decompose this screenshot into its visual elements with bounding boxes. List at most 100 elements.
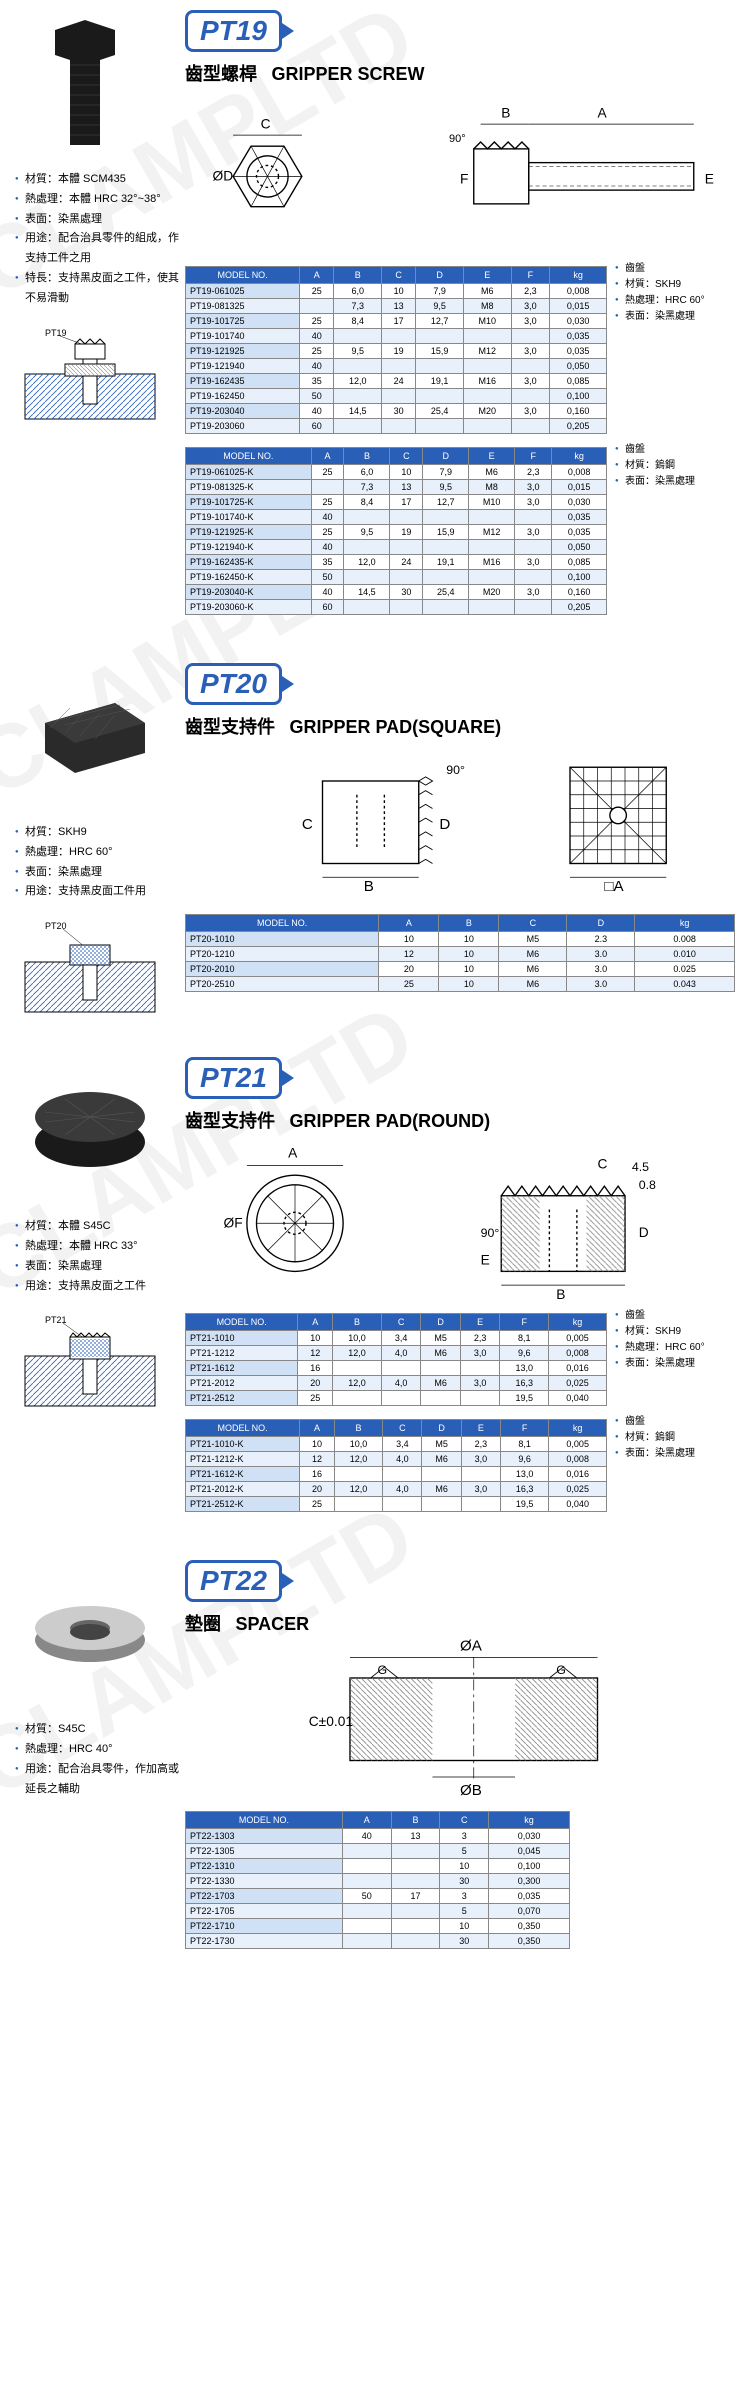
table-cell bbox=[421, 1391, 460, 1406]
table-cell: 19,1 bbox=[423, 555, 469, 570]
table-cell: 13 bbox=[382, 299, 416, 314]
note-item: 齒盤 bbox=[615, 261, 735, 277]
table-cell bbox=[391, 1874, 440, 1889]
table-cell: 12,0 bbox=[333, 1346, 382, 1361]
table-cell: M12 bbox=[469, 525, 515, 540]
table-row: PT19-203040-K4014,53025,4M203,00,160 bbox=[186, 585, 607, 600]
spec-item: 材質：SKH9 bbox=[15, 823, 185, 843]
section-pt21: 材質：本體 S45C熱處理：本體 HRC 33°表面：染黑處理用途：支持黑皮面之… bbox=[0, 1047, 750, 1550]
table-header: A bbox=[298, 1314, 333, 1331]
table-cell bbox=[390, 510, 423, 525]
svg-text:D: D bbox=[439, 816, 450, 833]
table-cell bbox=[423, 570, 469, 585]
tech-diagram-pt22: ØA ØB C±0.01 G G bbox=[185, 1651, 735, 1801]
table-header: MODEL NO. bbox=[186, 448, 312, 465]
table-cell: 0,035 bbox=[552, 510, 607, 525]
table-cell bbox=[416, 359, 464, 374]
table-cell: 25 bbox=[311, 525, 344, 540]
table-row: PT22-1730300,350 bbox=[186, 1934, 570, 1949]
table-row: PT20-12101210M63.00.010 bbox=[186, 947, 735, 962]
table-cell: 7,9 bbox=[423, 465, 469, 480]
table-header: C bbox=[383, 1420, 422, 1437]
table-cell: 3,0 bbox=[515, 495, 552, 510]
table-row: PT20-20102010M63.00.025 bbox=[186, 962, 735, 977]
table-cell: M8 bbox=[463, 299, 511, 314]
table-cell bbox=[423, 540, 469, 555]
table-cell bbox=[515, 510, 552, 525]
table-cell: PT21-1010-K bbox=[186, 1437, 300, 1452]
usage-diagram-pt21: PT21 bbox=[15, 1311, 165, 1411]
table-cell: 2.3 bbox=[567, 932, 635, 947]
table-header: kg bbox=[549, 1420, 607, 1437]
table-cell bbox=[334, 359, 382, 374]
table-row: PT21-2512-K2519,50,040 bbox=[186, 1497, 607, 1512]
table-header: C bbox=[381, 1314, 420, 1331]
table-cell: 0,015 bbox=[550, 299, 607, 314]
table-cell: 3,0 bbox=[515, 555, 552, 570]
table-cell: 17 bbox=[391, 1889, 440, 1904]
note-item: 表面：染黑處理 bbox=[615, 309, 735, 325]
table-cell: 0,008 bbox=[549, 1346, 607, 1361]
table-header: A bbox=[311, 448, 344, 465]
table-cell: 0,085 bbox=[550, 374, 607, 389]
table-cell: 0,030 bbox=[489, 1829, 570, 1844]
svg-text:G: G bbox=[378, 1663, 388, 1677]
table-cell: PT19-162450-K bbox=[186, 570, 312, 585]
note-item: 材質：鎢鋼 bbox=[615, 1430, 735, 1446]
table-cell bbox=[460, 1391, 499, 1406]
table-cell: PT19-121940-K bbox=[186, 540, 312, 555]
spec-item: 用途：支持黑皮面工件用 bbox=[15, 882, 185, 902]
table-cell bbox=[342, 1919, 391, 1934]
table-cell bbox=[391, 1919, 440, 1934]
table-cell bbox=[334, 1497, 382, 1512]
table-header: E bbox=[461, 1420, 500, 1437]
table-cell: 40 bbox=[300, 329, 334, 344]
table-cell: 3,4 bbox=[383, 1437, 422, 1452]
section-pt19: 材質：本體 SCM435熱處理：本體 HRC 32°~38°表面：染黑處理用途：… bbox=[0, 0, 750, 653]
table-cell: 19,1 bbox=[416, 374, 464, 389]
table-cell: 40 bbox=[311, 510, 344, 525]
table-cell: 6,0 bbox=[344, 465, 390, 480]
table-header: MODEL NO. bbox=[186, 267, 300, 284]
table-row: PT19-101740-K400,035 bbox=[186, 510, 607, 525]
notes-pt19-1: 齒盤材質：SKH9熱處理：HRC 60°表面：染黑處理 bbox=[615, 261, 735, 325]
table-cell: 60 bbox=[311, 600, 344, 615]
table-cell: 5 bbox=[440, 1844, 489, 1859]
note-item: 表面：染黑處理 bbox=[615, 474, 735, 490]
spec-item: 用途：配合治具零件，作加高或延長之輔助 bbox=[15, 1760, 185, 1800]
table-cell: 50 bbox=[342, 1889, 391, 1904]
specs-pt19: 材質：本體 SCM435熱處理：本體 HRC 32°~38°表面：染黑處理用途：… bbox=[15, 170, 185, 309]
table-cell: M5 bbox=[421, 1331, 460, 1346]
table-cell: 0,035 bbox=[489, 1889, 570, 1904]
table-header: D bbox=[422, 1420, 461, 1437]
table-cell: 0,300 bbox=[489, 1874, 570, 1889]
table-row: PT19-121925-K259,51915,9M123,00,035 bbox=[186, 525, 607, 540]
table-cell: M16 bbox=[469, 555, 515, 570]
table-cell: 0,100 bbox=[489, 1859, 570, 1874]
table-cell: PT22-1710 bbox=[186, 1919, 343, 1934]
table-cell: 0,008 bbox=[550, 284, 607, 299]
table-cell: 25 bbox=[298, 1391, 333, 1406]
table-cell: 17 bbox=[390, 495, 423, 510]
usage-diagram-pt19: PT19 bbox=[15, 324, 165, 424]
table-cell bbox=[511, 419, 550, 434]
svg-text:4.5: 4.5 bbox=[632, 1160, 649, 1174]
table-header: MODEL NO. bbox=[186, 1314, 298, 1331]
section-pt20: 材質：SKH9熱處理：HRC 60°表面：染黑處理用途：支持黑皮面工件用 PT2… bbox=[0, 653, 750, 1047]
table-cell: 35 bbox=[300, 374, 334, 389]
table-cell: 3,0 bbox=[511, 314, 550, 329]
table-cell: M6 bbox=[469, 465, 515, 480]
table-cell: M6 bbox=[421, 1376, 460, 1391]
table-cell: M6 bbox=[463, 284, 511, 299]
table-cell: 2,3 bbox=[460, 1331, 499, 1346]
table-cell: 0,016 bbox=[549, 1467, 607, 1482]
table-cell: 14,5 bbox=[344, 585, 390, 600]
table-cell: 10 bbox=[298, 1331, 333, 1346]
table-cell: PT19-203040 bbox=[186, 404, 300, 419]
table-cell: 3,4 bbox=[381, 1331, 420, 1346]
table-cell: 12,7 bbox=[416, 314, 464, 329]
table-cell bbox=[515, 600, 552, 615]
table-cell: 10 bbox=[379, 932, 439, 947]
table-cell bbox=[344, 600, 390, 615]
table-cell: M16 bbox=[463, 374, 511, 389]
